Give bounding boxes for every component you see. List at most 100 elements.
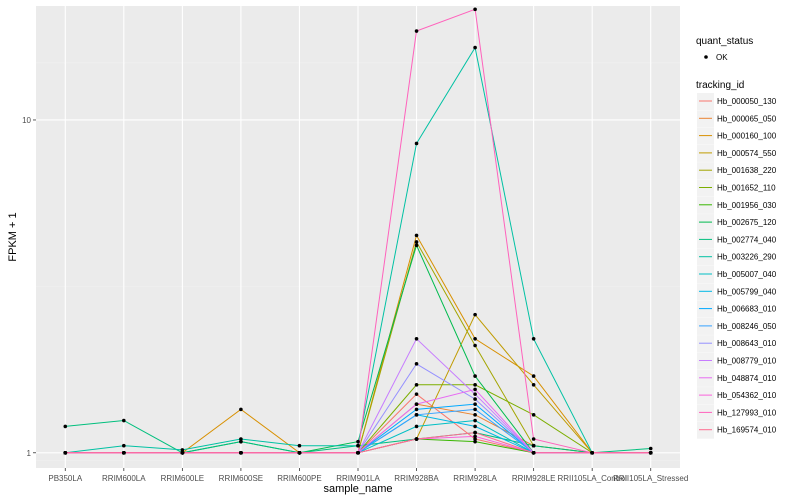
data-point (473, 374, 477, 378)
legend-item: Hb_002774_040 (697, 231, 777, 249)
data-point (473, 392, 477, 396)
data-point (414, 437, 419, 441)
legend-label: Hb_001652_110 (717, 184, 776, 193)
legend-item: Hb_127993_010 (697, 404, 777, 422)
data-point (473, 387, 477, 392)
data-point (473, 337, 477, 341)
legend-item: Hb_048874_010 (697, 369, 777, 387)
data-point (473, 343, 477, 348)
data-point (590, 450, 594, 455)
data-point (239, 407, 243, 412)
legend-label: Hb_003226_290 (717, 253, 777, 262)
data-point (414, 383, 419, 387)
data-point (356, 443, 360, 448)
legend-label: Hb_002675_120 (717, 218, 777, 227)
data-point (473, 413, 477, 417)
data-point (414, 413, 419, 417)
data-point (356, 439, 360, 444)
data-point (473, 7, 477, 12)
data-point (531, 383, 536, 387)
data-point (63, 450, 68, 455)
x-tick-label: RRII105LA_Stressed (613, 474, 688, 483)
data-point (414, 243, 419, 248)
legend-item: Hb_002675_120 (697, 214, 777, 232)
data-point (180, 450, 185, 455)
data-point (414, 29, 419, 33)
data-point (473, 434, 477, 439)
data-point (239, 439, 243, 444)
x-tick-label: RRIM928BA (394, 474, 439, 483)
x-tick-label: RRIM928LE (512, 474, 556, 483)
data-point (473, 430, 477, 435)
data-point (531, 443, 536, 448)
data-point (414, 407, 419, 412)
grid-lines (36, 6, 680, 468)
legend-label: Hb_008643_010 (717, 339, 777, 348)
data-point (473, 418, 477, 423)
legend-label: Hb_008246_050 (717, 322, 777, 331)
data-point (414, 240, 419, 244)
legend-label: Hb_006683_010 (717, 305, 777, 314)
data-point (473, 45, 477, 50)
legend: quant_status OK tracking_id Hb_000050_13… (696, 36, 777, 439)
data-point (531, 413, 536, 417)
legend-label: Hb_000574_550 (717, 149, 777, 158)
data-point (180, 448, 185, 452)
data-point (473, 397, 477, 401)
data-point (473, 312, 477, 317)
data-point (239, 450, 243, 455)
x-axis-title: sample_name (323, 483, 392, 495)
data-point (414, 362, 419, 366)
legend-item: Hb_001956_030 (697, 196, 777, 214)
data-points (63, 7, 653, 455)
data-point (414, 392, 419, 396)
legend-label: Hb_005799_040 (717, 287, 777, 296)
data-point (356, 450, 360, 455)
legend-status-title: quant_status (696, 36, 753, 47)
x-tick-label: RRIM600LE (161, 474, 205, 483)
data-point (63, 424, 68, 429)
legend-label: Hb_048874_010 (717, 374, 777, 383)
data-point (473, 407, 477, 412)
legend-item: Hb_000160_100 (697, 127, 777, 145)
x-tick-label: RRIM600SE (219, 474, 263, 483)
legend-label: Hb_169574_010 (717, 426, 777, 435)
legend-label: Hb_127993_010 (717, 408, 777, 417)
legend-label: Hb_001956_030 (717, 201, 777, 210)
legend-item: Hb_005007_040 (697, 266, 777, 283)
x-tick-label: RRIM928LA (453, 474, 497, 483)
legend-item: Hb_003226_290 (697, 248, 777, 266)
data-point (473, 439, 477, 444)
legend-label: Hb_002774_040 (717, 235, 777, 244)
legend-label: Hb_008779_010 (717, 357, 777, 366)
data-point (473, 437, 477, 441)
legend-label: Hb_001638_220 (717, 166, 777, 175)
data-point (531, 374, 536, 378)
data-point (414, 402, 419, 406)
legend-label: Hb_000160_100 (717, 132, 777, 141)
data-point (122, 418, 126, 423)
y-axis-title: FPKM + 1 (7, 212, 19, 261)
legend-item: Hb_008246_050 (697, 317, 777, 335)
legend-item: Hb_005799_040 (697, 283, 777, 301)
x-tick-label: RRII105LA_Control (557, 474, 627, 483)
legend-label: Hb_000065_050 (717, 114, 777, 123)
legend-item: Hb_008643_010 (697, 335, 777, 353)
x-axis: PB350LA RRIM600LA RRIM600LE RRIM600SE RRIM60… (48, 468, 688, 483)
data-point (239, 437, 243, 441)
legend-item: Hb_000065_050 (697, 110, 777, 128)
x-tick-label: RRIM901LA (336, 474, 380, 483)
data-point (648, 446, 653, 451)
data-point (297, 443, 302, 448)
legend-label: Hb_054362_010 (717, 391, 777, 400)
x-tick-label: RRIM600LA (102, 474, 146, 483)
data-point (122, 450, 126, 455)
legend-item: Hb_001638_220 (697, 162, 777, 180)
data-point (531, 450, 536, 455)
legend-label: Hb_000050_130 (717, 97, 777, 106)
x-tick-label: PB350LA (48, 474, 82, 483)
data-point (414, 424, 419, 429)
legend-item: Hb_000574_550 (697, 144, 777, 162)
legend-status-point (704, 55, 708, 59)
